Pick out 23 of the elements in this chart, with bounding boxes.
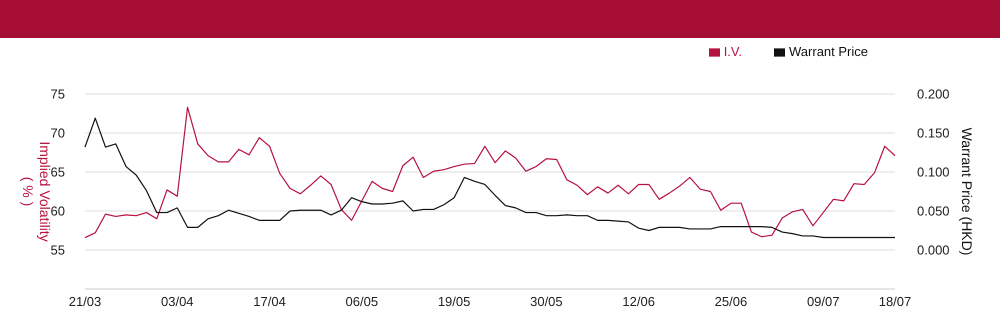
y2-tick-label: 0.150 [917,126,950,141]
y-tick-label: 65 [50,164,65,180]
x-tick-label: 17/04 [253,294,286,310]
y-tick-label: 75 [50,86,65,102]
x-tick-label: 25/06 [714,294,748,310]
x-tick-label: 09/07 [806,294,840,310]
y-tick-label: 60 [50,204,65,219]
x-tick-label: 06/05 [346,294,378,310]
y2-tick-label: 0.050 [917,204,950,219]
legend-label: I.V. [724,44,742,59]
x-tick-label: 21/03 [68,294,102,310]
legend-label: Warrant Price [789,44,868,59]
y2-tick-label: 0.200 [917,86,950,102]
y2-axis-title: Warrant Price (HKD) [959,128,975,256]
y2-tick-label: 0.100 [917,164,950,180]
x-tick-label: 30/05 [530,294,563,310]
y-tick-label: 55 [50,242,65,258]
x-tick-label: 19/05 [438,294,470,310]
y-tick-label: 70 [50,126,65,141]
x-tick-label: 12/06 [622,294,655,310]
y2-tick-label: 0.000 [917,242,950,258]
x-tick-label: 18/07 [878,294,912,310]
x-tick-label: 03/04 [161,294,194,310]
